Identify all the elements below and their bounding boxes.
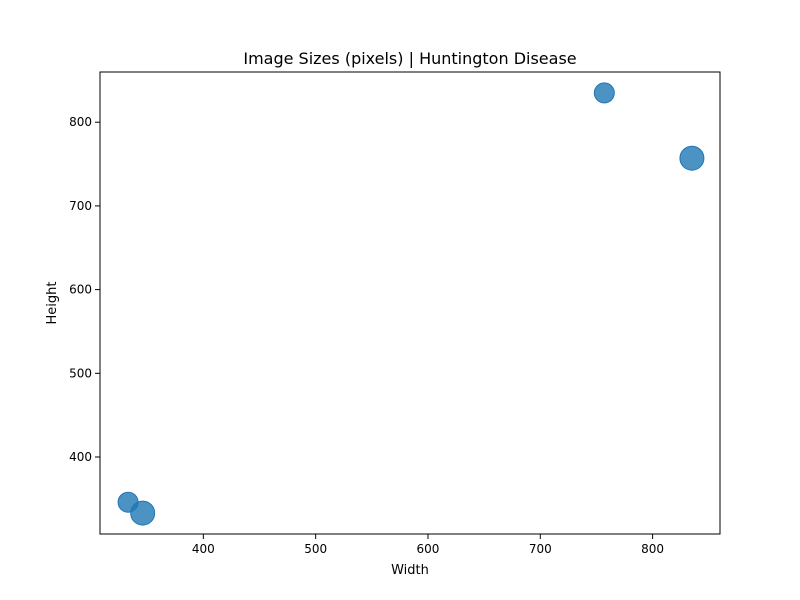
y-axis-label: Height (45, 282, 60, 325)
data-point-0 (593, 82, 615, 104)
y-tick-label-4: 800 (69, 115, 92, 129)
x-tick-label-0: 400 (192, 542, 215, 556)
x-axis-label: Width (391, 563, 429, 578)
y-tick-label-3: 700 (69, 199, 92, 213)
x-axis-ticks: 400 500 600 700 800 (192, 534, 664, 556)
y-axis-ticks: 400 500 600 700 800 (69, 115, 100, 464)
plot-frame (99, 71, 721, 535)
y-tick-label-2: 600 (69, 283, 92, 297)
x-tick-label-1: 500 (304, 542, 327, 556)
x-tick-label-4: 800 (641, 542, 664, 556)
data-point-3 (130, 500, 156, 526)
x-tick-label-2: 600 (417, 542, 440, 556)
x-tick-label-3: 700 (529, 542, 552, 556)
data-points (117, 82, 705, 526)
y-tick-label-1: 500 (69, 366, 92, 380)
data-point-1 (679, 145, 705, 171)
chart-title: Image Sizes (pixels) | Huntington Diseas… (243, 49, 576, 68)
y-tick-label-0: 400 (69, 450, 92, 464)
